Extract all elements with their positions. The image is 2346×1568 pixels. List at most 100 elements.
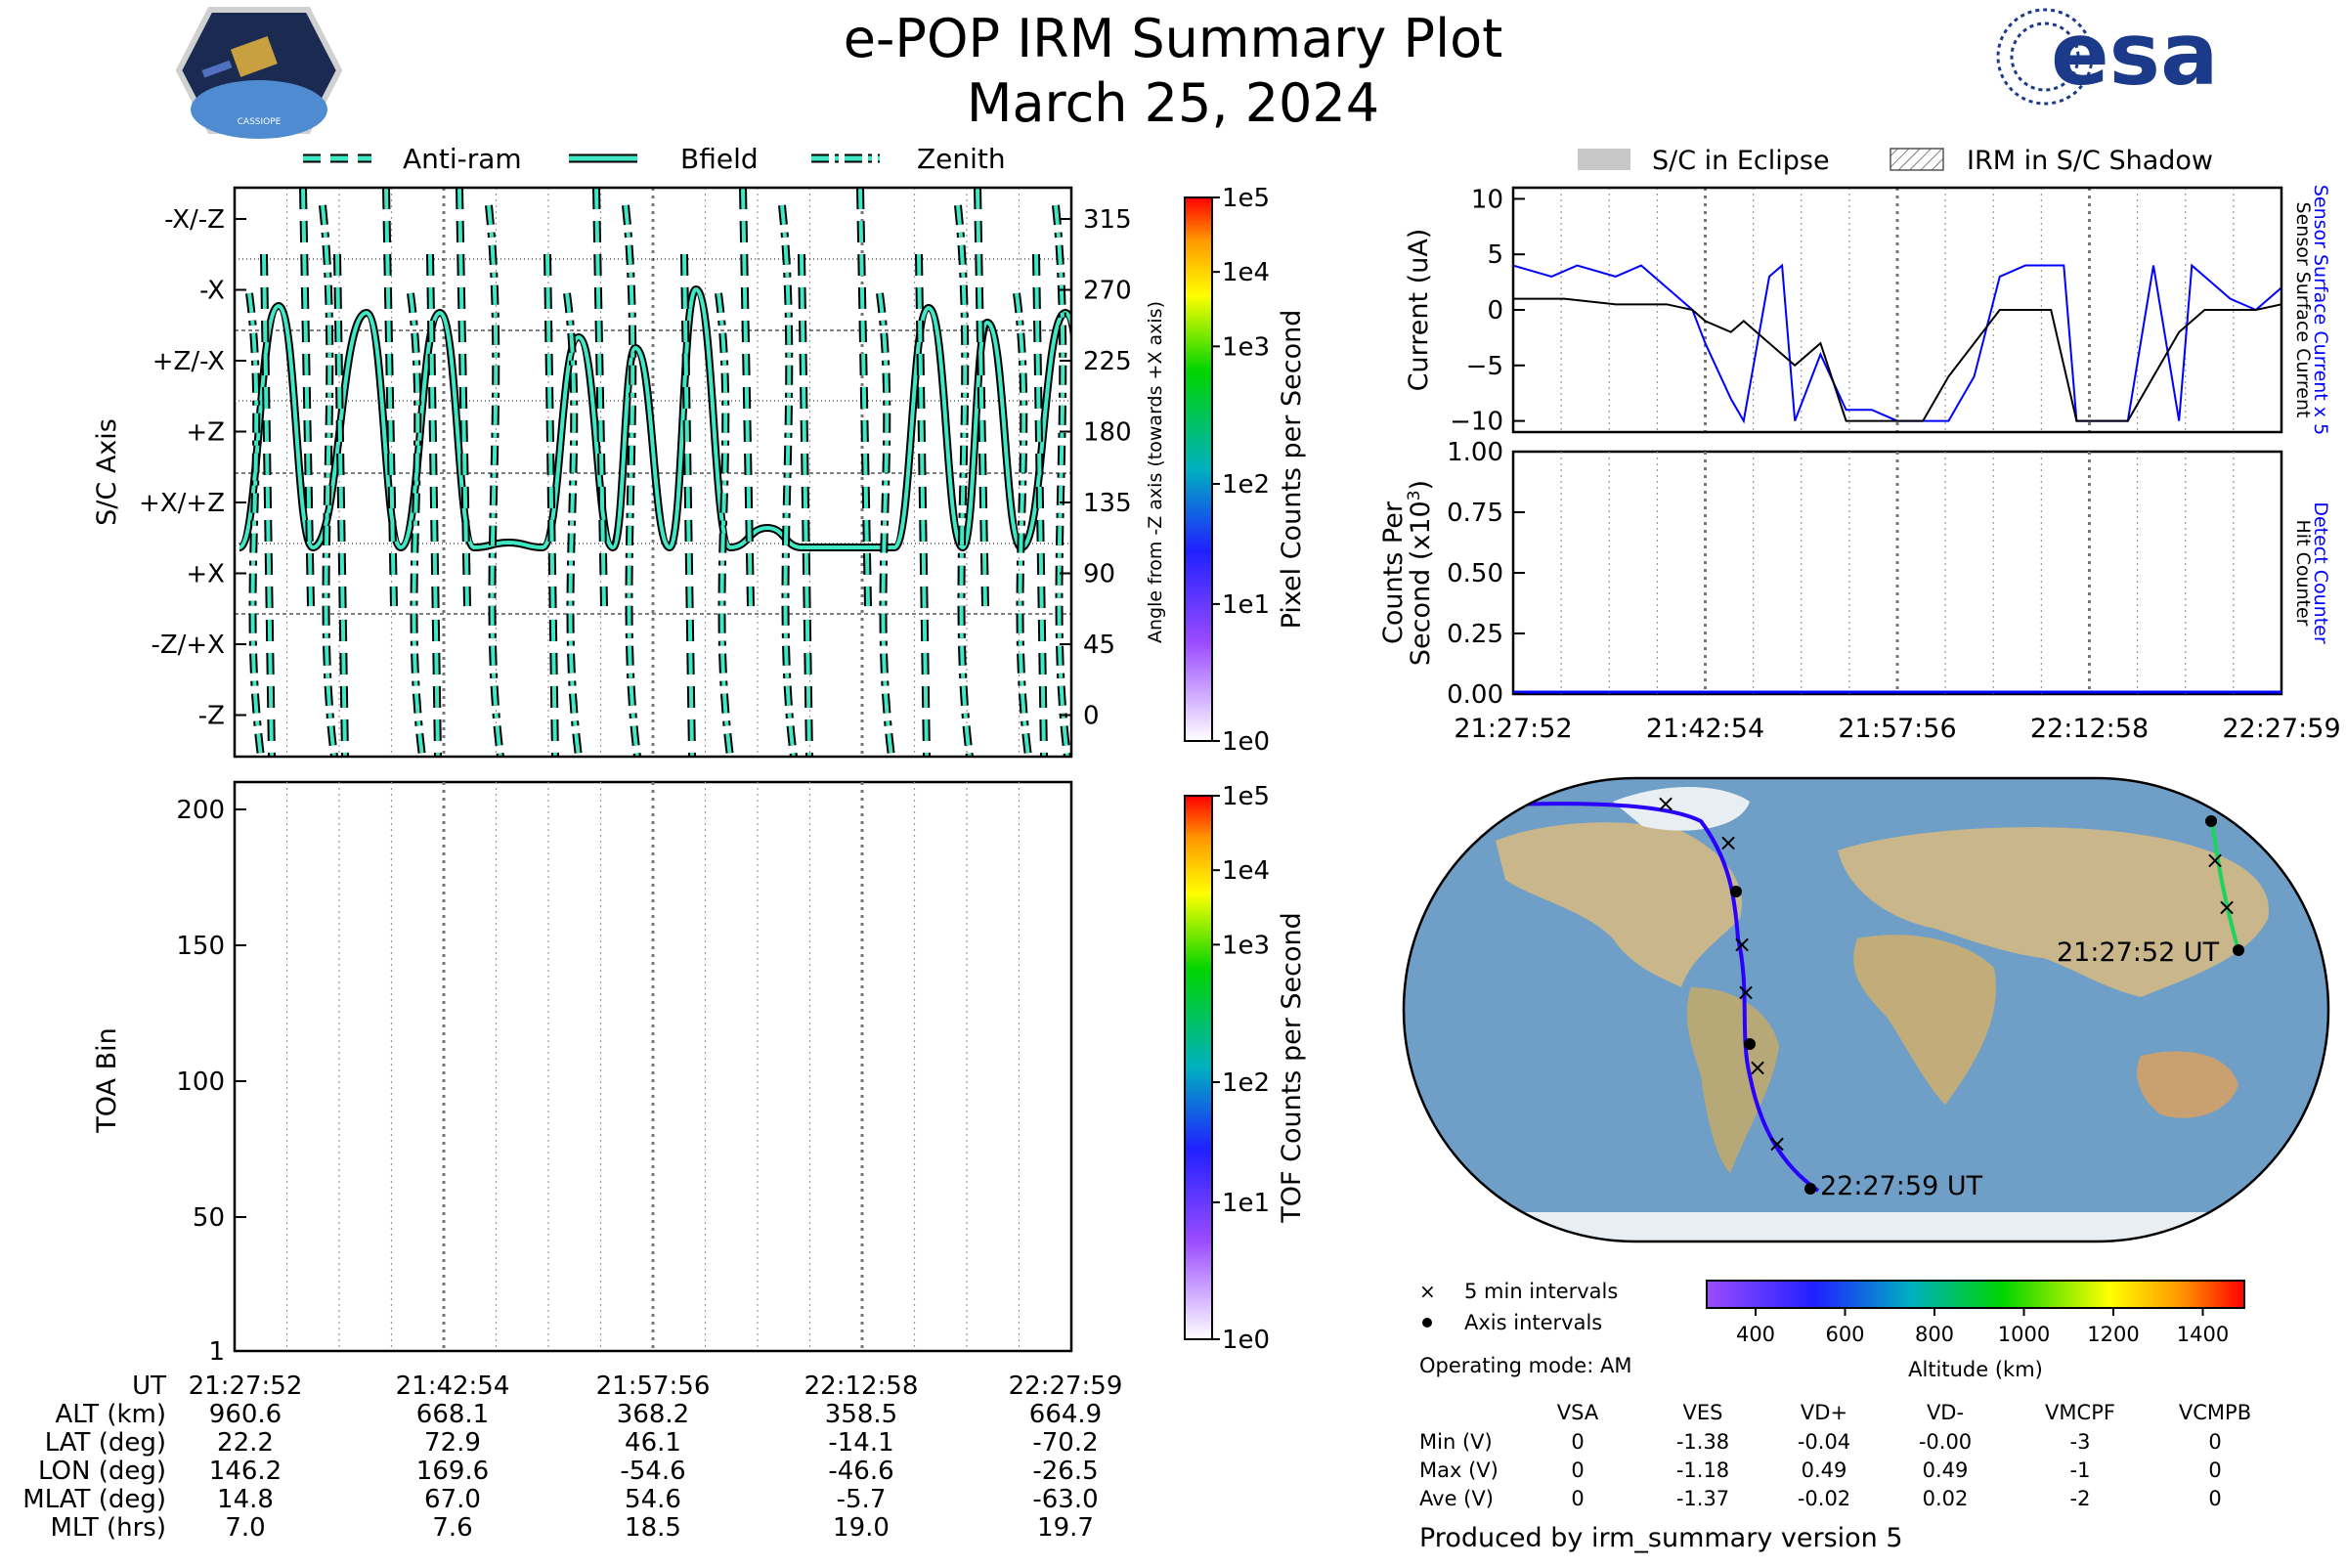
attitude-right-tick-label: 0 <box>1083 702 1100 731</box>
map-frame <box>1402 776 2330 1243</box>
page-date: March 25, 2024 <box>967 72 1379 134</box>
ephemeris-cell: 54.6 <box>625 1485 681 1514</box>
axis-interval-marker <box>1744 1038 1756 1050</box>
sensor-current-line <box>1513 297 2281 422</box>
altitude-tick-label: 1400 <box>2177 1323 2229 1346</box>
ephemeris-cell: -46.6 <box>828 1457 893 1486</box>
colorbar-tick-label: 1e5 <box>1222 184 1270 213</box>
map-antarctica <box>1404 1212 2328 1241</box>
attitude-yticks: -X/-Z -X +Z/-X +Z +X/+Z +X -Z/+X -Z <box>139 205 246 731</box>
colorbar-tick-label: 1e3 <box>1222 931 1270 960</box>
zenith-trace <box>321 204 336 757</box>
agency-logo: esa <box>1996 4 2218 106</box>
ephemeris-cell: 7.6 <box>432 1513 472 1543</box>
zenith-trace <box>624 204 639 757</box>
voltage-cell: -0.04 <box>1798 1430 1850 1454</box>
five-min-marker: × <box>1736 979 1756 1006</box>
five-min-marker: × <box>2217 893 2237 921</box>
ephemeris-cell: 72.9 <box>424 1428 481 1458</box>
attitude-traces <box>237 188 1071 757</box>
ground-track-line <box>1404 802 1820 1193</box>
map-eurasia <box>1838 827 2269 997</box>
altitude-tick-label: 400 <box>1736 1323 1775 1346</box>
ephemeris-cell: 7.0 <box>225 1513 265 1543</box>
ephemeris-cell: -54.6 <box>620 1457 685 1486</box>
antiram-trace <box>545 253 557 757</box>
voltage-cell: 0.49 <box>1802 1459 1847 1482</box>
current-right-label-blue: Sensor Surface Current x 5 <box>2310 185 2331 435</box>
ephemeris-cell: 19.7 <box>1037 1513 1094 1543</box>
legend-shadow: IRM in S/C Shadow <box>1967 146 2213 176</box>
antiram-trace <box>335 253 347 757</box>
ephemeris-cell: 664.9 <box>1029 1400 1102 1429</box>
voltage-table: VSA VES VD+ VD- VMCPF VCMPB Min (V) 0 -1.38 -0.04… <box>1419 1401 2251 1510</box>
colorbar-tick-label: 1e2 <box>1222 1068 1270 1098</box>
map-north-america <box>1496 822 1742 987</box>
five-min-marker: × <box>1767 1130 1787 1157</box>
zenith-trace <box>487 204 502 757</box>
counts-ytick-label: 0.25 <box>1447 620 1503 649</box>
voltage-cell: -1 <box>2070 1459 2091 1482</box>
colorbar-tick-label: 1e4 <box>1222 258 1270 287</box>
altitude-tick-label: 600 <box>1825 1323 1864 1346</box>
ephemeris-cell: 46.1 <box>625 1428 681 1458</box>
colorbar-tick-label: 1e2 <box>1222 470 1270 500</box>
sensor-current-x5-line <box>1513 263 2281 424</box>
altitude-tick-label: 1000 <box>1998 1323 2050 1346</box>
antiram-trace <box>384 188 396 607</box>
ephemeris-row-label: MLT (hrs) <box>51 1513 167 1543</box>
shadow-swatch <box>1890 148 1944 171</box>
attitude-ytick-label: +Z/-X <box>152 347 225 376</box>
tof-colorbar: 1e5 1e4 1e3 1e2 1e1 1e0 TOF Counts per Second <box>1184 782 1307 1355</box>
time-tick-label: 21:27:52 <box>1454 714 1572 744</box>
attitude-ytick-label: -Z <box>198 702 225 731</box>
current-right-label-black: Sensor Surface Current <box>2292 202 2314 418</box>
attitude-ytick-label: +X <box>186 560 225 589</box>
altitude-tick-label: 1200 <box>2087 1323 2139 1346</box>
ephemeris-cell: -70.2 <box>1032 1428 1098 1458</box>
counts-panel: 1.00 0.75 0.50 0.25 0.00 Counts Per Second (… <box>1378 438 2341 744</box>
toa-panel: 200 150 100 50 1 TOA Bin <box>92 780 1073 1367</box>
altitude-tick-label: 800 <box>1915 1323 1954 1346</box>
map-greenland <box>1613 787 1750 831</box>
ground-track-map: × × × × × × × × 21:27:52 UT 22:27:59 UT <box>1402 776 2330 1243</box>
ephemeris-row-label: LAT (deg) <box>45 1428 166 1458</box>
counts-ylabel-2: Second (x103) <box>1405 480 1436 666</box>
voltage-header: VD+ <box>1801 1401 1847 1424</box>
map-australia <box>2137 1051 2238 1118</box>
axis-interval-marker <box>2205 815 2217 827</box>
ephemeris-cell: 21:27:52 <box>189 1372 303 1401</box>
voltage-cell: -1.37 <box>1676 1487 1729 1510</box>
counts-right-label-blue: Detect Counter <box>2310 501 2331 644</box>
pixel-colorbar-label: Pixel Counts per Second <box>1277 310 1307 630</box>
colorbar-tick-label: 1e5 <box>1222 782 1270 811</box>
map-south-america <box>1686 987 1779 1173</box>
attitude-ytick-label: -Z/+X <box>151 631 225 660</box>
attitude-right-label: Angle from -Z axis (towards +X axis) <box>1145 301 1166 643</box>
attitude-right-tick-label: 315 <box>1083 205 1132 235</box>
antiram-trace <box>262 253 274 757</box>
voltage-header: VCMPB <box>2179 1401 2251 1424</box>
ephemeris-cell: -14.1 <box>828 1428 893 1458</box>
toa-ytick-label: 1 <box>208 1337 225 1367</box>
voltage-header: VMCPF <box>2045 1401 2115 1424</box>
voltage-header: VES <box>1683 1401 1723 1424</box>
colorbar-tick-label: 1e0 <box>1222 727 1270 757</box>
ephemeris-cell: 22:12:58 <box>804 1372 919 1401</box>
antiram-trace <box>594 188 606 607</box>
ephemeris-cell: 19.0 <box>833 1513 890 1543</box>
zenith-trace <box>956 204 972 757</box>
antiram-trace <box>682 253 694 757</box>
ephemeris-cell: 368.2 <box>617 1400 689 1429</box>
antiram-trace <box>1034 253 1046 757</box>
ephemeris-cell: 22:27:59 <box>1009 1372 1123 1401</box>
ephemeris-row-label: MLAT (deg) <box>22 1485 166 1514</box>
altitude-colorbar: 400 600 800 1000 1200 1400 Altitude (km) <box>1706 1280 2245 1381</box>
legend-axis-marker <box>1422 1318 1432 1328</box>
attitude-right-tick-label: 180 <box>1083 418 1132 448</box>
voltage-cell: 0 <box>2208 1430 2221 1454</box>
legend-5min-marker: × <box>1419 1280 1436 1303</box>
axis-interval-marker <box>1804 1183 1816 1195</box>
legend-bfield: Bfield <box>680 143 759 175</box>
